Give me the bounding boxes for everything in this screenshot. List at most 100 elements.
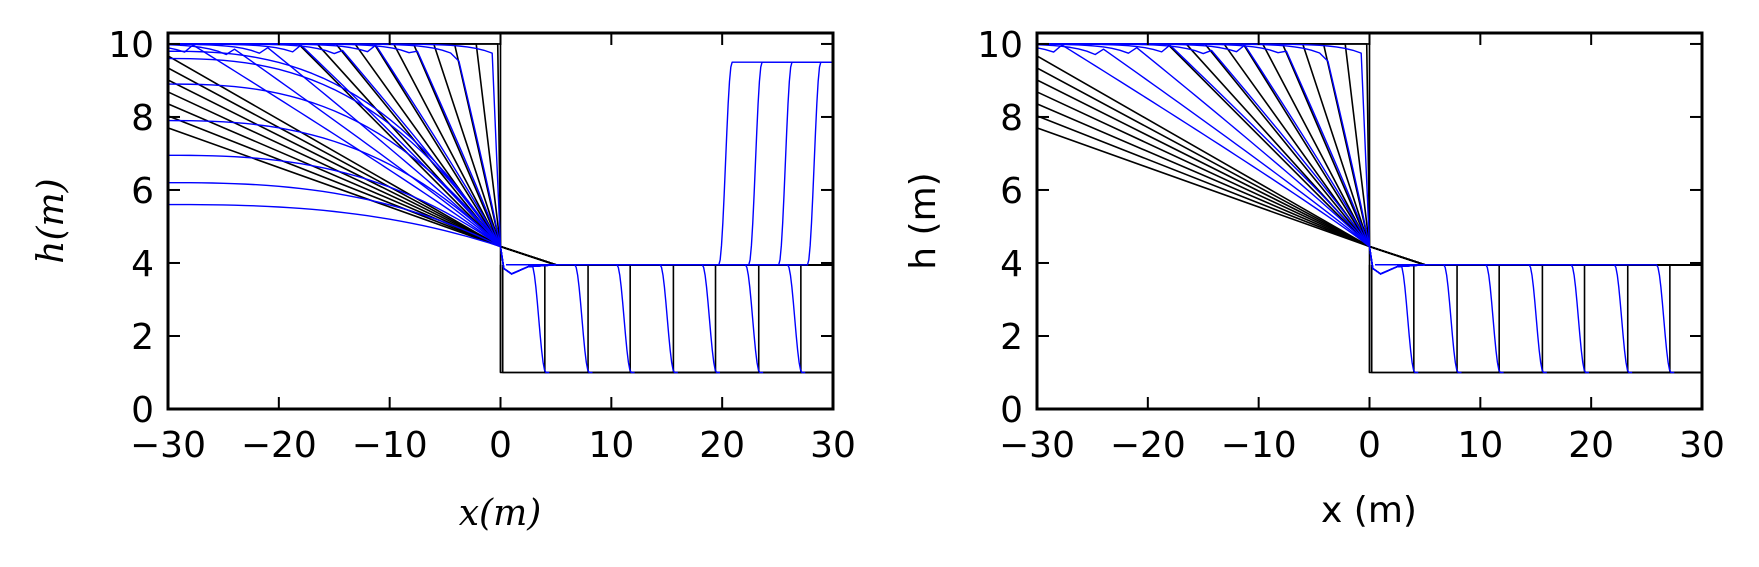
numeric-curve bbox=[168, 203, 501, 248]
y-tick-label: 0 bbox=[1000, 390, 1023, 431]
analytic-curve bbox=[1037, 43, 1702, 266]
analytic-curve bbox=[168, 43, 833, 266]
analytic-curve bbox=[168, 43, 833, 266]
numeric-curve bbox=[506, 61, 833, 266]
numeric-curve bbox=[506, 264, 550, 374]
analytic-curve bbox=[168, 43, 833, 266]
ticks-right: −30 −20 −10 0 10 20 30 0 2 4 6 8 10 bbox=[977, 25, 1725, 466]
initial-condition-curve bbox=[168, 43, 833, 374]
analytic-curve bbox=[168, 55, 833, 266]
analytic-curve bbox=[168, 43, 833, 266]
x-tick-label: 0 bbox=[1358, 425, 1381, 466]
analytic-curve bbox=[1037, 43, 1702, 266]
chart-panel-left: −30 −20 −10 0 10 20 30 0 2 4 6 8 10 x(m) h(m) bbox=[31, 25, 856, 534]
initial-condition-curve bbox=[1037, 43, 1702, 374]
x-tick-label: 30 bbox=[1679, 425, 1725, 466]
numeric-curve bbox=[506, 264, 678, 374]
analytic-curve bbox=[168, 43, 833, 266]
analytic-curve bbox=[168, 43, 833, 266]
curves-left bbox=[168, 43, 833, 374]
numeric-curve bbox=[1375, 264, 1633, 374]
x-tick-label: −20 bbox=[241, 425, 317, 466]
x-axis-label-right: x (m) bbox=[1321, 490, 1417, 531]
analytic-curve bbox=[168, 103, 833, 266]
numeric-curve bbox=[168, 44, 556, 275]
numeric-curve bbox=[506, 264, 806, 374]
analytic-curve bbox=[168, 67, 833, 266]
analytic-curve bbox=[1037, 43, 1702, 266]
x-tick-label: −10 bbox=[1221, 425, 1297, 466]
analytic-curve bbox=[1037, 43, 1702, 266]
analytic-curve bbox=[1037, 43, 1702, 266]
x-axis-label-left: x(m) bbox=[459, 493, 542, 534]
analytic-shock-curve bbox=[1626, 264, 1702, 374]
analytic-shock-curve bbox=[587, 264, 833, 374]
y-tick-label: 2 bbox=[1000, 317, 1023, 358]
y-tick-label: 4 bbox=[131, 244, 154, 285]
numeric-curve bbox=[506, 264, 635, 374]
numeric-curve bbox=[1375, 264, 1462, 374]
x-tick-label: 10 bbox=[1457, 425, 1503, 466]
analytic-shock-curve bbox=[1669, 264, 1702, 374]
analytic-shock-curve bbox=[757, 264, 833, 374]
numeric-curve bbox=[506, 61, 833, 266]
analytic-curve bbox=[1037, 43, 1702, 266]
y-tick-label: 10 bbox=[977, 25, 1023, 66]
analytic-shock-curve bbox=[1456, 264, 1702, 374]
analytic-curve bbox=[1037, 67, 1702, 266]
chart-panel-right: −30 −20 −10 0 10 20 30 0 2 4 6 8 10 x (m) h (m) bbox=[903, 25, 1725, 531]
numeric-curve bbox=[506, 264, 593, 374]
numeric-curve bbox=[1375, 264, 1504, 374]
x-tick-label: 20 bbox=[1568, 425, 1614, 466]
analytic-curve bbox=[1037, 43, 1702, 266]
y-tick-label: 2 bbox=[131, 317, 154, 358]
x-tick-label: 10 bbox=[588, 425, 634, 466]
x-tick-label: −30 bbox=[999, 425, 1075, 466]
analytic-curve bbox=[1037, 43, 1702, 266]
numeric-curve bbox=[506, 264, 764, 374]
y-axis-label-left: h(m) bbox=[31, 178, 72, 263]
analytic-curve bbox=[168, 43, 833, 266]
y-tick-label: 8 bbox=[131, 98, 154, 139]
analytic-curve bbox=[168, 79, 833, 266]
analytic-curve bbox=[168, 43, 833, 266]
analytic-curve bbox=[1037, 43, 1702, 266]
y-tick-label: 6 bbox=[1000, 171, 1023, 212]
numeric-curve bbox=[168, 83, 502, 247]
numeric-curve bbox=[168, 154, 501, 248]
analytic-curve bbox=[1037, 43, 1702, 266]
numeric-curve bbox=[168, 119, 501, 248]
numeric-curve bbox=[1375, 264, 1675, 374]
analytic-shock-curve bbox=[629, 264, 833, 374]
x-tick-label: 0 bbox=[489, 425, 512, 466]
numeric-curve bbox=[1375, 264, 1419, 374]
y-tick-label: 6 bbox=[131, 171, 154, 212]
x-tick-label: 20 bbox=[699, 425, 745, 466]
analytic-curve bbox=[1037, 79, 1702, 266]
analytic-curve bbox=[168, 127, 833, 266]
analytic-curve bbox=[168, 43, 833, 266]
analytic-curve bbox=[1037, 127, 1702, 266]
numeric-curve bbox=[168, 50, 502, 247]
numeric-curve bbox=[1037, 44, 1425, 275]
ticks-left: −30 −20 −10 0 10 20 30 0 2 4 6 8 10 bbox=[108, 25, 856, 466]
analytic-shock-curve bbox=[1498, 264, 1702, 374]
analytic-shock-curve bbox=[1583, 264, 1702, 374]
numeric-curve bbox=[1037, 43, 1425, 275]
x-tick-label: 30 bbox=[810, 425, 856, 466]
analytic-curve bbox=[168, 91, 833, 266]
y-tick-label: 10 bbox=[108, 25, 154, 66]
numeric-curve bbox=[506, 61, 833, 266]
numeric-curve bbox=[1037, 43, 1425, 275]
numeric-curve bbox=[1375, 264, 1547, 374]
numeric-curve bbox=[168, 181, 501, 248]
analytic-curve bbox=[168, 43, 833, 266]
numeric-curve bbox=[168, 57, 502, 247]
y-tick-label: 4 bbox=[1000, 244, 1023, 285]
numeric-curve bbox=[1375, 264, 1589, 374]
analytic-curve bbox=[1037, 43, 1702, 266]
analytic-shock-curve bbox=[800, 264, 833, 374]
analytic-curve bbox=[1037, 55, 1702, 266]
analytic-curve bbox=[1037, 91, 1702, 266]
